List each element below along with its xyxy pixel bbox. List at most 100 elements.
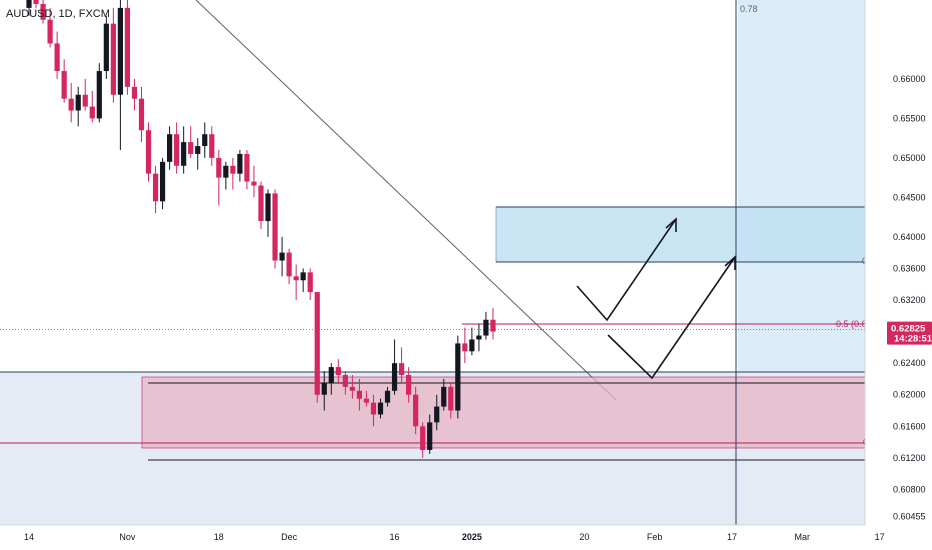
candle-body (265, 193, 271, 222)
candle-body (258, 185, 264, 222)
candle-body (328, 367, 334, 383)
candle-body (272, 193, 278, 261)
candle-body (40, 3, 46, 20)
candle-body (300, 272, 306, 281)
target-zone (495, 206, 866, 263)
candle-body (68, 98, 74, 111)
price-tick-label: 0.62400 (893, 358, 926, 368)
price-tick-label: 0.61600 (893, 421, 926, 431)
candle-body (244, 153, 250, 182)
time-axis-background (0, 525, 932, 550)
candle-body (441, 386, 447, 407)
time-tick-label: 17 (727, 532, 737, 542)
candle-body (342, 375, 348, 387)
time-tick-label: 18 (214, 532, 224, 542)
candle-body (26, 0, 32, 8)
candle-body (370, 402, 377, 415)
candle-body (124, 7, 131, 87)
candle-body (195, 146, 201, 154)
candle-body (363, 398, 370, 403)
candle-body (209, 134, 215, 158)
candle-body (427, 422, 433, 450)
candle-body (307, 272, 313, 293)
candle-body (61, 71, 67, 99)
time-tick-label: 14 (24, 532, 34, 542)
price-tick-label: 0.60800 (893, 484, 926, 494)
symbol-header[interactable]: AUDUSD, 1D, FXCM (6, 8, 110, 20)
candle-body (216, 157, 222, 178)
price-tick-label: 0.64500 (893, 192, 926, 202)
candle-body (321, 382, 327, 395)
projection-path-lower (607, 256, 736, 380)
candle-body (279, 252, 285, 261)
price-tick-label: 0.63200 (893, 295, 926, 305)
candle-body (377, 402, 384, 415)
candle-body (490, 319, 496, 332)
candle-body (223, 165, 229, 178)
fib-label: 0.78 (740, 4, 758, 14)
fib-label: 0.5 (0.62528) (836, 319, 890, 329)
candle-body (202, 134, 208, 147)
time-tick-label: 20 (579, 532, 589, 542)
candle-body (96, 71, 102, 119)
candle-body (230, 165, 236, 174)
candle-body (188, 142, 194, 154)
price-tick-label: 0.64000 (893, 232, 926, 242)
time-tick-label: Nov (119, 532, 136, 542)
candle-body (152, 173, 159, 202)
price-tick-label: 0.63600 (893, 263, 926, 273)
candle-body (33, 0, 39, 4)
candle-body (384, 390, 391, 403)
candle-body (103, 23, 109, 72)
candle-body (356, 390, 363, 399)
right-shade-region (738, 0, 865, 372)
candle-body (145, 130, 152, 174)
price-axis-background (865, 0, 932, 550)
candle-body (138, 98, 145, 131)
price-tick-label: 0.62000 (893, 390, 926, 400)
time-tick-label: 17 (875, 532, 885, 542)
time-tick-label: 2025 (462, 532, 482, 542)
price-tick-label: 0.65000 (893, 153, 926, 163)
time-tick-label: Mar (795, 532, 811, 542)
candle-body (398, 363, 405, 375)
current-price-badge (887, 321, 932, 345)
time-tick-label: Feb (647, 532, 663, 542)
candle-body (413, 394, 419, 427)
candle-body (159, 161, 166, 202)
time-tick-label: 16 (390, 532, 400, 542)
candle-body (89, 106, 95, 119)
candle-body (476, 335, 482, 340)
candle-body (174, 134, 180, 166)
candle-body (167, 134, 173, 162)
candle-body (181, 142, 187, 166)
candle-body (131, 86, 138, 99)
candle-body (54, 43, 60, 72)
plot-background (0, 0, 865, 372)
descending-trendline (195, 0, 617, 401)
time-tick-label: Dec (281, 532, 298, 542)
candle-body (420, 426, 426, 450)
candle-body (237, 153, 243, 174)
candle-body (293, 276, 299, 281)
support-zone (141, 376, 866, 449)
candle-body (314, 292, 320, 395)
price-tick-label: 0.60455 (893, 512, 926, 522)
candle-body (469, 339, 475, 352)
candle-body (455, 343, 461, 411)
projection-arrow-upper (665, 217, 677, 232)
countdown-label: 14:28:51 (894, 334, 932, 345)
candle-body (462, 343, 468, 352)
candle-body (391, 363, 398, 391)
projection-arrow-lower (724, 255, 736, 270)
candle-body (434, 406, 440, 423)
candle-body (349, 386, 355, 391)
candle-body (75, 94, 81, 111)
candle-body (110, 23, 116, 95)
candle-body (483, 319, 489, 336)
candle-body (82, 94, 88, 107)
current-price-label: 0.62825 (891, 324, 926, 335)
candle-body (286, 252, 292, 277)
